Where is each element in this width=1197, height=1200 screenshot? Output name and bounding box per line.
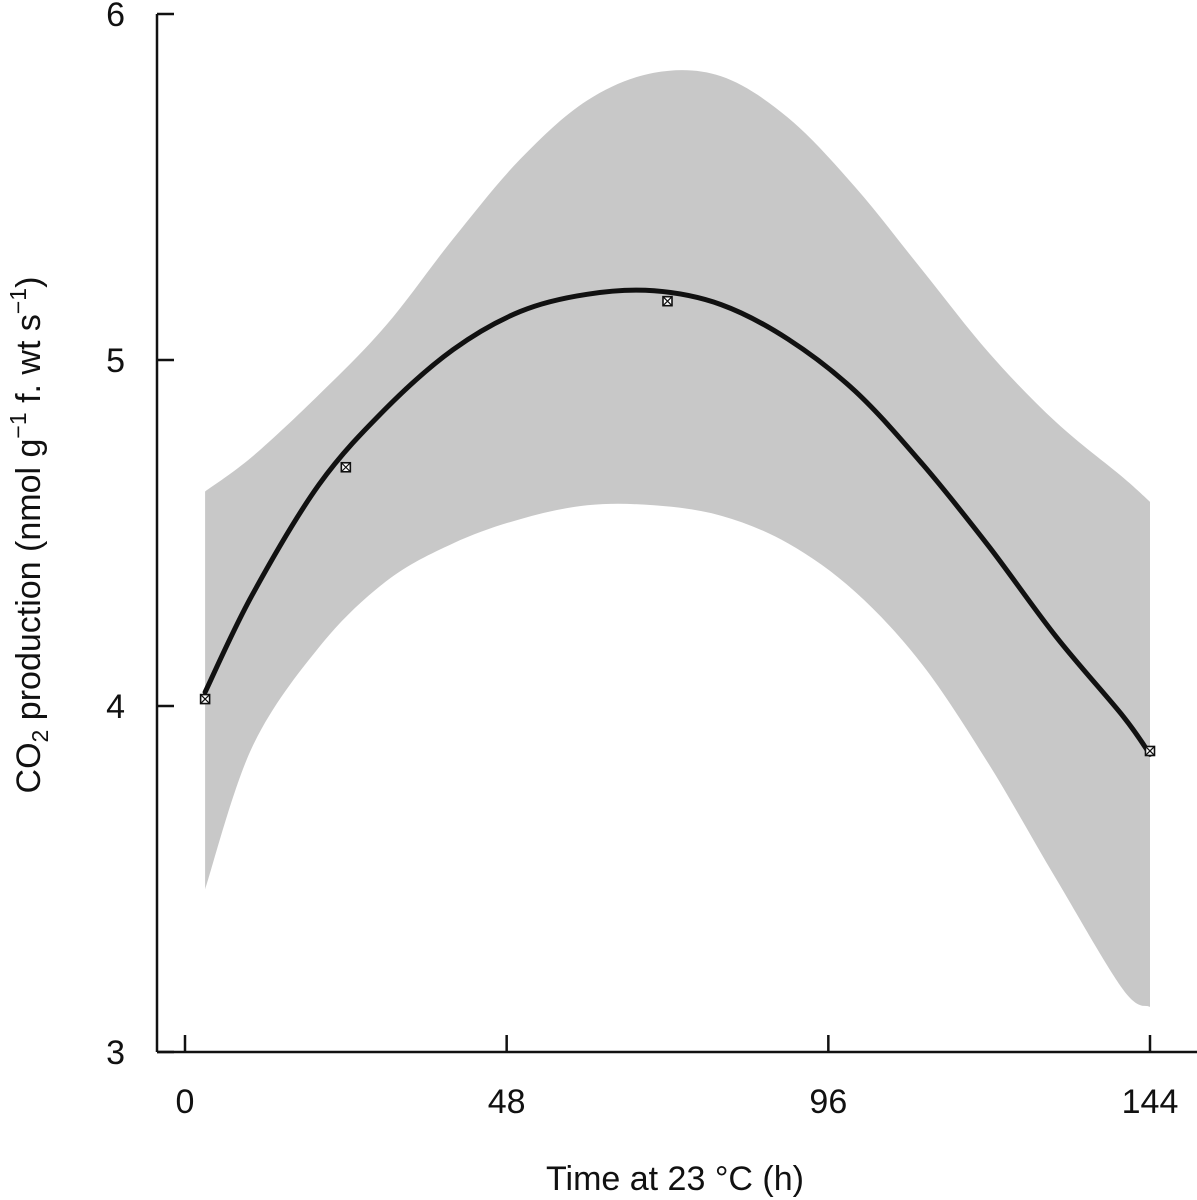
y-tick-label: 5 [106, 342, 125, 380]
data-point [662, 295, 673, 307]
confidence-band [205, 70, 1151, 1007]
fitted-curve [202, 287, 1153, 757]
y-axis-title-exponent-2: −1 [5, 288, 31, 314]
y-axis-title-middle-2: f. wt s [10, 314, 48, 412]
y-tick-label: 6 [106, 0, 125, 34]
x-axis-title: Time at 23 °C (h) [546, 1160, 804, 1198]
y-tick-label: 3 [106, 1034, 125, 1072]
ticks-layer: 0 48 96 144 3 4 5 6 [106, 0, 1178, 1121]
data-point [1144, 745, 1156, 757]
data-points-layer [199, 295, 1156, 757]
axes-layer [155, 14, 1197, 1054]
x-tick-label: 0 [176, 1083, 195, 1121]
y-tick-label: 4 [106, 688, 125, 726]
x-tick-label: 144 [1122, 1083, 1179, 1121]
y-axis-title-prefix: CO [10, 742, 48, 793]
x-tick-label: 96 [809, 1083, 847, 1121]
y-axis-title: CO2 production (nmol g−1 f. wt s−1) [5, 277, 53, 794]
fit-line-layer [202, 287, 1153, 757]
confidence-band-layer [205, 70, 1151, 1007]
y-axis-title-suffix: ) [10, 277, 48, 288]
y-axis-title-exponent-1: −1 [5, 412, 31, 438]
y-axis-title-middle: production (nmol g [10, 439, 48, 730]
y-axis-title-subscript: 2 [27, 730, 53, 743]
data-point [340, 461, 352, 473]
data-point [199, 693, 211, 705]
x-tick-label: 48 [488, 1083, 526, 1121]
